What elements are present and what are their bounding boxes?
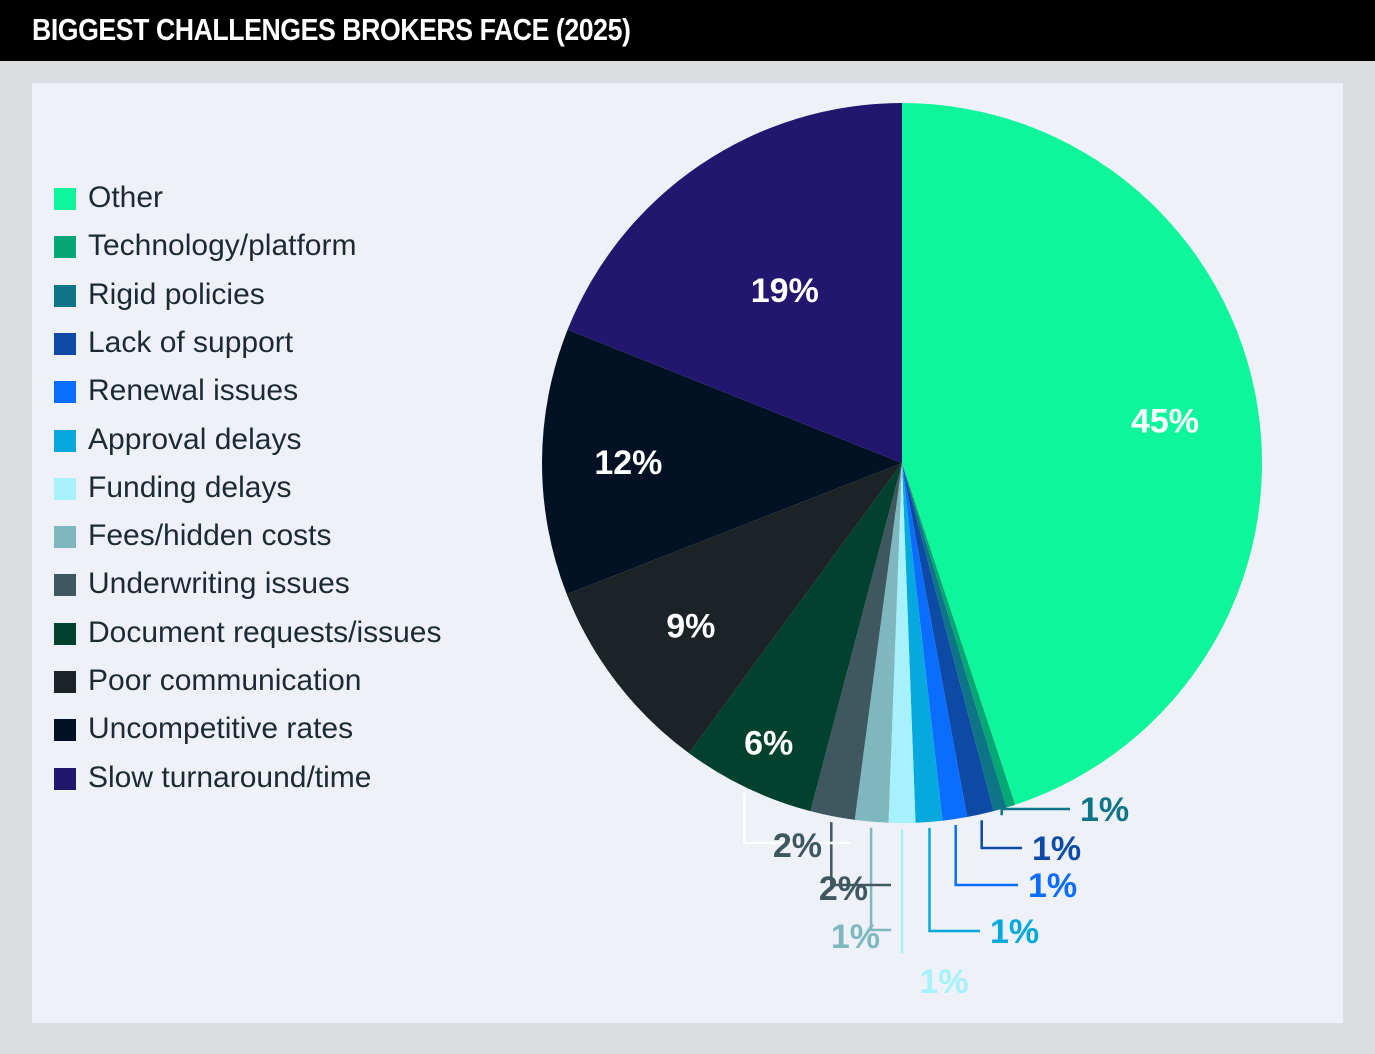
slice-uncompetitive-rates — [542, 329, 902, 595]
callout-line-document-requests-issues — [743, 793, 850, 845]
legend-swatch — [54, 574, 76, 597]
slice-label-poor-communication: 9% — [666, 607, 715, 645]
slice-label-uncompetitive-rates: 12% — [594, 444, 662, 482]
slice-funding-delays — [888, 463, 916, 824]
legend-swatch — [54, 188, 76, 210]
slice-other — [902, 102, 1263, 805]
legend-swatch — [54, 671, 76, 693]
legend-label: Poor communication — [88, 664, 362, 697]
slice-poor-communication — [566, 463, 902, 754]
legend-label: Renewal issues — [88, 374, 299, 408]
legend-swatch — [54, 622, 76, 645]
legend-swatch — [54, 236, 76, 259]
legend-label: Technology/platform — [88, 229, 357, 263]
legend-label: Document requests/issues — [88, 615, 442, 649]
legend-swatch — [54, 477, 76, 500]
callout-line-rigid-policies — [1000, 807, 1070, 816]
legend-swatch — [54, 381, 76, 404]
slice-lack-of-support — [902, 463, 994, 818]
slice-label-underwriting-issues: 2% — [819, 870, 868, 908]
slice-label-other: 45% — [1131, 403, 1199, 441]
callout-line-lack-of-support — [980, 820, 1022, 850]
slice-label-document-requests-issues: 6% — [744, 724, 793, 762]
legend-label: Uncompetitive rates — [88, 712, 354, 746]
callout-line-fees-hidden-costs — [869, 827, 891, 932]
legend-label: Lack of support — [88, 325, 294, 359]
slice-renewal-issues — [902, 463, 968, 821]
legend-label: Underwriting issues — [88, 567, 350, 601]
legend-swatch — [54, 767, 76, 790]
slice-label-lack-of-support: 1% — [1032, 830, 1081, 868]
slice-label-underwriting-issues: 2% — [773, 827, 822, 865]
header-bar: BIGGEST CHALLENGES BROKERS FACE (2025) — [0, 0, 1375, 61]
legend-label: Rigid policies — [88, 277, 265, 311]
slice-approval-delays — [902, 463, 943, 823]
slice-label-fees-hidden-costs: 1% — [831, 918, 880, 956]
legend-label: Approval delays — [88, 422, 302, 456]
slice-label-funding-delays: 1% — [919, 963, 968, 1001]
legend-label: Other — [88, 181, 164, 214]
slice-label-renewal-issues: 1% — [1028, 867, 1077, 905]
legend-label: Slow turnaround/time — [88, 760, 372, 794]
slice-document-requests-issues — [688, 463, 902, 812]
slice-label-slow-turnaround-time: 19% — [751, 272, 819, 310]
slice-label-approval-delays: 1% — [990, 913, 1039, 951]
slice-label-rigid-policies: 1% — [1080, 791, 1129, 829]
legend-label: Fees/hidden costs — [88, 519, 332, 553]
legend-swatch — [54, 284, 76, 307]
legend-label: Funding delays — [88, 470, 292, 504]
callout-line-approval-delays — [928, 828, 980, 933]
slice-underwriting-issues — [810, 463, 902, 820]
callout-line-renewal-issues — [954, 825, 1018, 887]
slice-slow-turnaround-time — [567, 103, 902, 463]
legend-swatch — [54, 332, 76, 355]
legend-swatch — [54, 526, 76, 549]
slice-rigid-policies — [902, 463, 1007, 812]
slice-fees-hidden-costs — [854, 463, 902, 823]
slice-technology-platform — [902, 463, 1016, 808]
legend-swatch — [54, 429, 76, 452]
chart-title: BIGGEST CHALLENGES BROKERS FACE (2025) — [32, 12, 631, 47]
legend-swatch — [54, 719, 76, 742]
